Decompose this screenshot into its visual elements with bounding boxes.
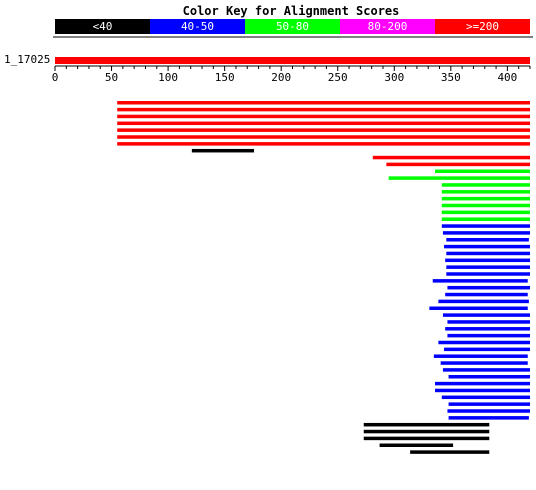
alignment-hit-bar[interactable] — [410, 450, 490, 454]
alignment-hit-bar[interactable] — [435, 388, 530, 393]
alignment-hit-bar[interactable] — [363, 436, 490, 441]
alignment-hit-bar[interactable] — [372, 155, 530, 160]
alignment-hit-bar[interactable] — [117, 135, 530, 139]
alignment-hit-bar[interactable] — [444, 347, 530, 352]
alignment-hit-bar[interactable] — [117, 107, 530, 112]
key-label: >=200 — [466, 20, 499, 33]
color-key-title: Color Key for Alignment Scores — [183, 4, 400, 18]
axis-tick-label: 50 — [105, 71, 118, 84]
alignment-hit-bar[interactable] — [363, 429, 490, 434]
color-key: <40 40-50 50-80 80-200 >=200 — [55, 19, 530, 34]
alignment-hit-bar[interactable] — [117, 142, 530, 146]
alignment-hit-bar[interactable] — [433, 354, 528, 358]
axis-tick-label: 300 — [384, 71, 404, 84]
alignment-hit-bar[interactable] — [448, 375, 530, 379]
alignment-hit-bar[interactable] — [386, 162, 530, 167]
alignment-hit-bar[interactable] — [117, 121, 530, 126]
alignment-hit-bar[interactable] — [447, 285, 530, 290]
alignment-hit-bar[interactable] — [441, 217, 530, 221]
key-swatch — [340, 19, 435, 34]
alignment-hit-bar[interactable] — [446, 272, 530, 276]
alignment-hit-bar[interactable] — [448, 416, 529, 420]
key-swatch — [55, 19, 150, 34]
alignment-hit-bar[interactable] — [441, 183, 530, 187]
key-label: 40-50 — [181, 20, 214, 33]
axis: 0 50 100 150 200 250 300 350 400 — [52, 65, 531, 84]
alignment-hit-bar[interactable] — [447, 409, 530, 413]
alignment-hit-bar[interactable] — [432, 279, 528, 283]
alignment-hit-bar[interactable] — [446, 238, 529, 242]
alignment-hit-bar[interactable] — [445, 292, 528, 297]
alignment-hit-bar[interactable] — [363, 422, 490, 427]
alignment-hit-bar[interactable] — [441, 203, 530, 208]
axis-tick-label: 100 — [158, 71, 178, 84]
alignment-hit-bar[interactable] — [441, 210, 530, 215]
alignment-hit-bar[interactable] — [441, 224, 530, 228]
alignment-hit-bar[interactable] — [191, 148, 255, 153]
alignment-hit-bar[interactable] — [117, 101, 530, 105]
alignment-hit-bar[interactable] — [447, 320, 530, 324]
alignment-hit-bar[interactable] — [445, 258, 530, 263]
alignment-hit-bar[interactable] — [446, 265, 530, 269]
query-bar-group — [55, 57, 530, 64]
alignment-hit-bar[interactable] — [440, 361, 528, 365]
axis-tick-label: 200 — [271, 71, 291, 84]
axis-tick-label: 0 — [52, 71, 59, 84]
alignment-hit-bar[interactable] — [442, 231, 530, 235]
query-label: 1_17025 — [4, 53, 50, 66]
alignment-hit-bar[interactable] — [445, 327, 530, 331]
axis-tick-label: 350 — [441, 71, 461, 84]
alignment-hit-bar[interactable] — [441, 395, 530, 400]
alignment-hit-bar[interactable] — [117, 114, 530, 119]
alignment-hit-bar[interactable] — [441, 190, 530, 194]
alignment-hit-bar[interactable] — [441, 196, 530, 201]
key-swatch — [150, 19, 245, 34]
key-label: <40 — [93, 20, 113, 33]
axis-tick-label: 400 — [497, 71, 517, 84]
axis-tick-label: 250 — [328, 71, 348, 84]
key-swatch — [245, 19, 340, 34]
alignment-hit-bar[interactable] — [429, 306, 528, 311]
alignment-hit-bar[interactable] — [446, 251, 530, 256]
key-label: 50-80 — [276, 20, 309, 33]
query-bar — [55, 57, 530, 64]
key-swatch — [435, 19, 530, 34]
alignment-hit-bar[interactable] — [117, 128, 530, 132]
alignment-hit-bar[interactable] — [435, 381, 530, 386]
alignment-hit-bar[interactable] — [388, 176, 530, 180]
alignment-hit-bar[interactable] — [442, 313, 530, 317]
key-label: 80-200 — [368, 20, 408, 33]
axis-tick-label: 150 — [215, 71, 235, 84]
alignment-hit-bar[interactable] — [444, 244, 530, 249]
alignment-hit-bar[interactable] — [442, 368, 530, 372]
alignment-hit-bar[interactable] — [438, 340, 530, 345]
alignment-hit-bar[interactable] — [438, 299, 529, 304]
alignment-hit-bar[interactable] — [435, 169, 530, 174]
alignment-hit-bar[interactable] — [447, 333, 530, 338]
alignment-hit-bar[interactable] — [379, 443, 454, 448]
hits[interactable] — [117, 101, 530, 454]
alignment-hit-bar[interactable] — [448, 402, 530, 406]
